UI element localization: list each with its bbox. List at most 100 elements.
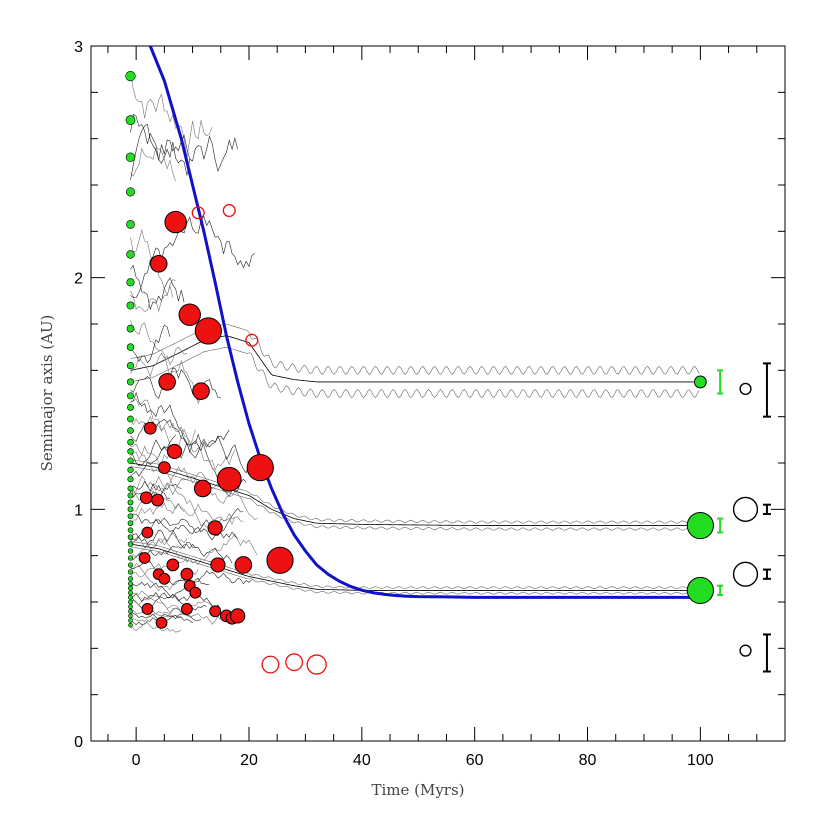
initial-embryo [127,580,134,586]
embryo-track [130,398,196,451]
merger-event [209,605,222,618]
embryo-track [130,391,247,498]
orbit-track [130,335,700,383]
initial-embryo [127,541,134,547]
initial-embryo [128,604,133,610]
migration-curve [148,45,701,599]
orbit-track-lower [130,466,700,531]
markers [125,70,771,675]
initial-embryo [127,415,134,423]
x-tick-label: 100 [687,752,714,769]
merger-event [189,586,202,599]
initial-embryo [127,392,134,400]
initial-embryo [128,608,133,614]
initial-embryo [126,343,135,351]
initial-embryo [128,585,133,591]
final-planet [686,511,714,540]
embryo-track [130,611,182,622]
merger-event [266,546,294,574]
embryo-track [130,73,213,158]
initial-embryo [127,492,134,499]
embryo-track [130,123,238,181]
embryo-track [130,480,171,500]
merger-event [141,526,154,539]
orbit-tracks [130,73,700,633]
ejected-body [285,653,304,672]
merger-event [158,373,176,391]
orbit-track [130,543,700,591]
merger-event [246,454,274,482]
merger-event [230,608,246,624]
embryo-track [130,533,258,566]
merger-event [180,603,193,615]
embryo-track [130,264,185,311]
initial-embryo [127,506,134,513]
merger-event [207,520,223,536]
observed-planet [732,561,759,587]
embryo-track [130,532,188,558]
embryo-track [130,443,171,472]
orbit-track-lower [130,546,700,595]
merger-event [193,479,212,498]
initial-embryo [127,534,134,540]
initial-embryo [126,378,135,386]
embryo-track [130,324,171,364]
initial-embryo [127,457,134,464]
axis-ticks: 0 20 40 60 80 100 0 1 2 3 [74,39,786,769]
observed-planet [732,496,759,522]
initial-embryo [127,576,134,582]
initial-embryo [125,152,136,162]
embryo-track [130,320,205,405]
initial-embryo [125,70,136,82]
final-planet [693,375,707,389]
x-tick-label: 40 [353,752,371,769]
x-axis-label: Time (Myrs) [371,781,464,799]
initial-embryo [127,499,134,506]
embryo-track [130,434,176,477]
embryo-track [130,497,236,527]
x-tick-label: 20 [240,752,258,769]
y-axis-label: Semimajor axis (AU) [38,315,56,472]
embryo-track [130,613,193,626]
merger-event [139,491,153,505]
merger-event [149,254,168,273]
merger-event [151,493,164,507]
initial-embryo [125,187,136,197]
merger-event [166,558,180,572]
initial-embryo [126,301,135,310]
final-planet [686,576,714,605]
merger-event [234,556,253,574]
initial-embryo [128,613,133,619]
merger-event [166,443,183,460]
initial-embryo [127,548,134,554]
migration-line [148,45,701,599]
embryo-track [130,346,188,378]
initial-embryo [127,527,134,533]
initial-embryo [127,520,134,527]
initial-embryo [127,476,134,483]
merger-event [155,616,168,629]
ejected-body [191,206,205,220]
embryo-track [130,597,222,616]
embryo-track [130,483,182,499]
ejected-body [261,655,280,674]
ejected-body [306,654,327,675]
initial-embryo [127,466,134,474]
y-tick-label: 1 [74,502,83,519]
initial-embryo [126,324,135,333]
merger-event [178,303,201,326]
initial-embryo [126,362,135,370]
initial-embryo [125,115,136,126]
merger-event [194,317,222,345]
initial-embryo [126,220,135,229]
initial-embryo [126,278,135,287]
initial-embryo [128,594,133,600]
embryo-track [130,508,244,545]
embryo-track [130,279,176,313]
initial-embryo [126,250,135,259]
plot-frame [90,45,786,742]
initial-embryo [127,485,134,492]
x-tick-label: 0 [132,752,141,769]
embryo-track [130,607,190,618]
